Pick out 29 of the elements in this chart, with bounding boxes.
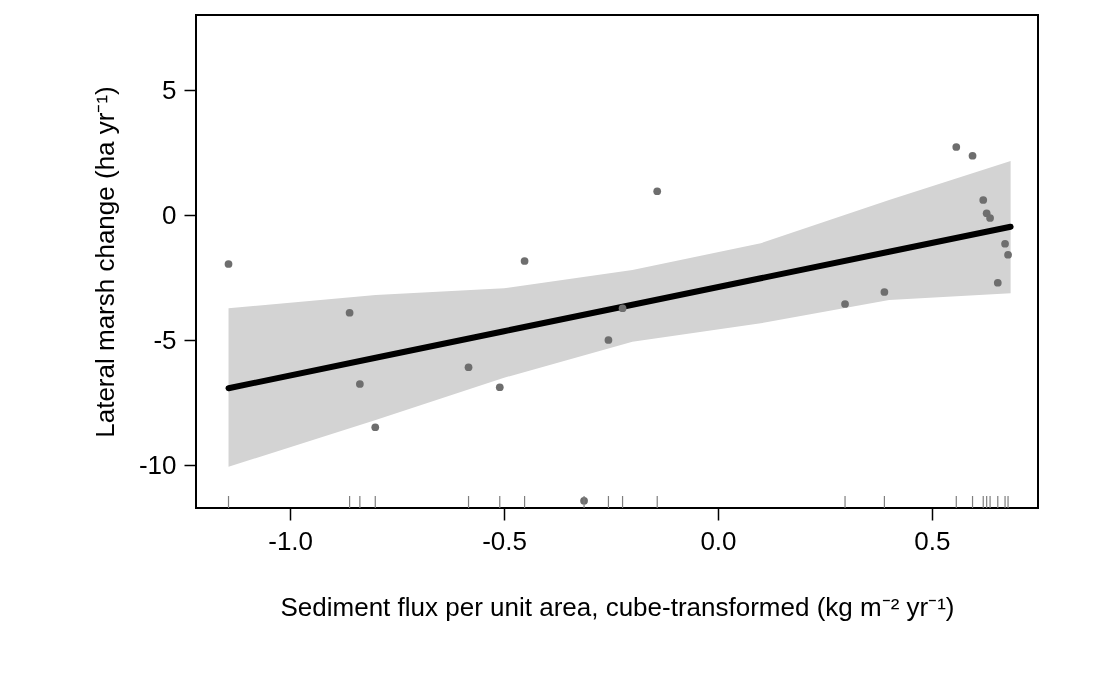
point: [841, 300, 849, 308]
point: [618, 304, 627, 313]
point: [464, 363, 473, 372]
point: [1004, 250, 1012, 259]
x-tick-label: -0.5: [482, 525, 527, 556]
point: [979, 196, 988, 204]
point: [520, 257, 529, 265]
point: [968, 151, 977, 160]
x-tick-label: 0.0: [700, 525, 737, 556]
x-axis-title: Sediment flux per unit area, cube-transformed (kg m⁻² yr⁻¹): [280, 591, 955, 622]
point: [986, 214, 994, 222]
point: [224, 260, 233, 268]
point: [1001, 239, 1009, 248]
point: [993, 278, 1002, 287]
y-tick-label: -5: [153, 324, 177, 355]
point: [604, 336, 613, 344]
y-tick-label: 5: [162, 74, 177, 105]
y-tick-label: -10: [138, 449, 177, 480]
point: [952, 143, 961, 151]
y-axis-title: Lateral marsh change (ha yr⁻¹): [89, 86, 120, 438]
point: [371, 423, 380, 432]
point: [653, 187, 662, 196]
point: [355, 380, 364, 388]
y-tick-label: 0: [162, 199, 177, 230]
point: [495, 383, 504, 392]
x-tick-label: 0.5: [914, 525, 951, 556]
point: [880, 288, 889, 296]
point: [345, 308, 354, 317]
x-tick-label: -1.0: [268, 525, 314, 556]
